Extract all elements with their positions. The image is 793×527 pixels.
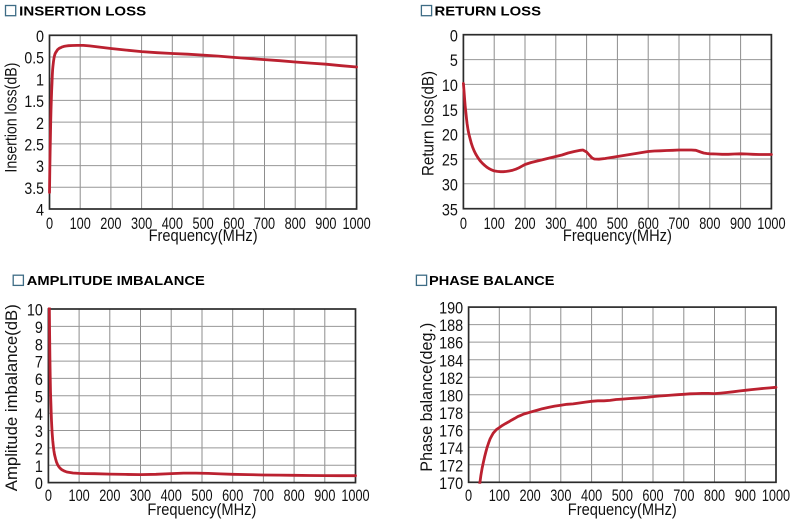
svg-text:800: 800 (699, 215, 720, 233)
svg-text:500: 500 (607, 215, 628, 233)
svg-text:1: 1 (36, 71, 44, 89)
svg-text:800: 800 (285, 215, 306, 233)
svg-text:182: 182 (439, 370, 463, 388)
svg-text:4: 4 (36, 202, 44, 220)
svg-text:100: 100 (489, 487, 510, 505)
svg-text:700: 700 (253, 487, 274, 505)
svg-text:Amplitude imbalance(dB): Amplitude imbalance(dB) (2, 304, 21, 491)
svg-text:7: 7 (35, 354, 43, 372)
svg-text:900: 900 (735, 487, 756, 505)
svg-text:0: 0 (460, 215, 467, 233)
svg-text:35: 35 (442, 201, 458, 219)
svg-text:180: 180 (439, 387, 463, 405)
svg-text:0: 0 (450, 27, 458, 45)
svg-text:178: 178 (439, 405, 463, 423)
svg-text:200: 200 (514, 215, 535, 233)
svg-text:Frequency(MHz): Frequency(MHz) (149, 226, 258, 245)
svg-text:RETURN LOSS: RETURN LOSS (435, 3, 542, 18)
svg-text:Frequency(MHz): Frequency(MHz) (147, 500, 256, 519)
svg-text:0: 0 (46, 215, 53, 233)
svg-text:Insertion loss(dB): Insertion loss(dB) (2, 63, 21, 173)
svg-text:1: 1 (35, 458, 43, 476)
svg-text:5: 5 (35, 388, 43, 406)
svg-text:100: 100 (69, 487, 90, 505)
svg-text:0: 0 (36, 28, 44, 46)
svg-text:1000: 1000 (757, 215, 785, 233)
svg-text:174: 174 (439, 440, 463, 458)
svg-text:INSERTION LOSS: INSERTION LOSS (19, 3, 146, 18)
svg-text:176: 176 (439, 422, 463, 440)
svg-text:188: 188 (439, 317, 463, 335)
svg-text:184: 184 (439, 352, 463, 370)
svg-text:3: 3 (35, 423, 43, 441)
svg-text:2.5: 2.5 (24, 137, 44, 155)
svg-text:200: 200 (100, 215, 121, 233)
svg-text:6: 6 (35, 371, 43, 389)
svg-text:4: 4 (35, 406, 43, 424)
svg-text:8: 8 (35, 336, 43, 354)
svg-text:400: 400 (581, 487, 602, 505)
svg-text:170: 170 (439, 475, 463, 493)
svg-text:0: 0 (465, 487, 472, 505)
svg-text:AMPLITUDE IMBALANCE: AMPLITUDE IMBALANCE (27, 273, 205, 288)
svg-text:700: 700 (668, 215, 689, 233)
svg-text:190: 190 (439, 300, 463, 318)
svg-text:400: 400 (162, 215, 183, 233)
svg-text:0: 0 (45, 487, 52, 505)
svg-text:300: 300 (550, 487, 571, 505)
svg-text:200: 200 (520, 487, 541, 505)
svg-text:9: 9 (35, 319, 43, 337)
svg-text:900: 900 (314, 487, 335, 505)
svg-text:600: 600 (222, 487, 243, 505)
svg-text:900: 900 (730, 215, 751, 233)
svg-text:400: 400 (576, 215, 597, 233)
svg-text:500: 500 (193, 215, 214, 233)
svg-text:400: 400 (161, 487, 182, 505)
svg-text:3: 3 (36, 158, 44, 176)
svg-text:300: 300 (545, 215, 566, 233)
svg-text:200: 200 (99, 487, 120, 505)
svg-text:PHASE BALANCE: PHASE BALANCE (429, 273, 555, 288)
svg-text:Return loss(dB): Return loss(dB) (419, 71, 438, 176)
svg-text:Frequency(MHz): Frequency(MHz) (563, 226, 672, 245)
svg-text:600: 600 (638, 215, 659, 233)
svg-text:Frequency(MHz): Frequency(MHz) (568, 500, 677, 519)
svg-text:700: 700 (673, 487, 694, 505)
svg-text:2: 2 (36, 115, 44, 133)
svg-text:0: 0 (35, 475, 43, 493)
svg-text:500: 500 (612, 487, 633, 505)
svg-text:300: 300 (131, 215, 152, 233)
svg-text:10: 10 (27, 302, 43, 320)
svg-text:15: 15 (442, 102, 458, 120)
svg-text:800: 800 (284, 487, 305, 505)
svg-text:172: 172 (439, 457, 463, 475)
svg-text:100: 100 (484, 215, 505, 233)
svg-text:900: 900 (315, 215, 336, 233)
svg-text:1.5: 1.5 (24, 93, 44, 111)
svg-text:800: 800 (704, 487, 725, 505)
svg-text:10: 10 (442, 77, 458, 95)
svg-text:20: 20 (442, 127, 458, 145)
svg-text:186: 186 (439, 335, 463, 353)
svg-text:Phase balance(deg.): Phase balance(deg.) (417, 323, 436, 472)
svg-text:300: 300 (130, 487, 151, 505)
svg-text:700: 700 (254, 215, 275, 233)
svg-text:1000: 1000 (341, 487, 369, 505)
svg-text:0.5: 0.5 (24, 50, 44, 68)
svg-text:2: 2 (35, 441, 43, 459)
svg-text:1000: 1000 (762, 487, 790, 505)
svg-text:5: 5 (450, 52, 458, 70)
svg-text:100: 100 (70, 215, 91, 233)
svg-text:25: 25 (442, 152, 458, 170)
svg-text:600: 600 (223, 215, 244, 233)
svg-text:30: 30 (442, 176, 458, 194)
svg-text:500: 500 (191, 487, 212, 505)
svg-text:600: 600 (642, 487, 663, 505)
svg-text:3.5: 3.5 (24, 180, 44, 198)
svg-text:1000: 1000 (342, 215, 370, 233)
